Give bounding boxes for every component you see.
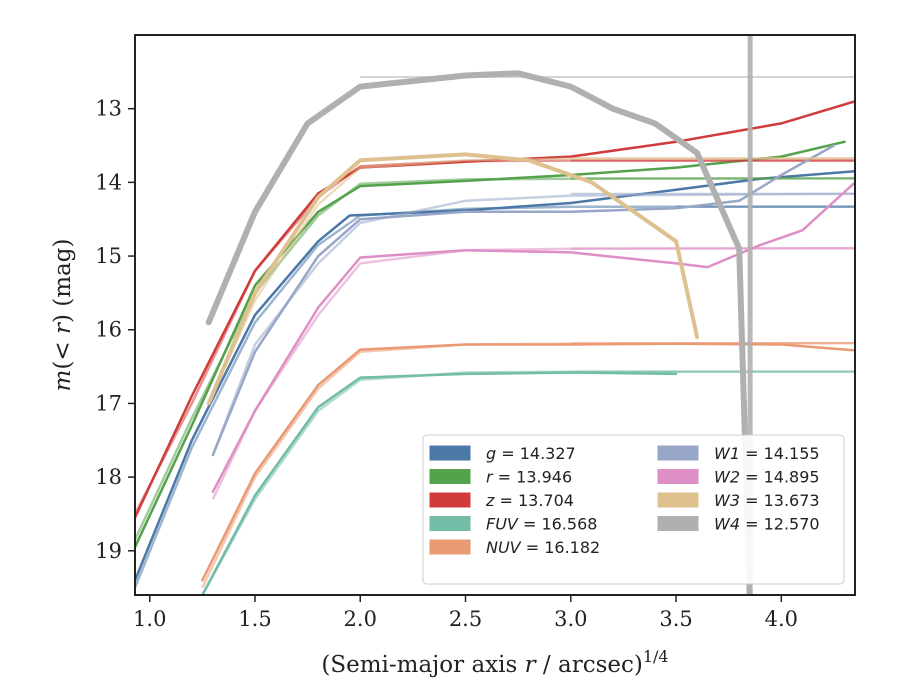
legend-swatch-w1 [657, 445, 699, 461]
x-tick-label: 3.5 [659, 607, 692, 631]
legend: g = 14.327 r = 13.946 z = 13.704 FUV = 16.5… [422, 434, 845, 585]
x-axis-ticks: 1.0 1.5 2.0 2.5 3.0 3.5 4.0 [133, 595, 798, 631]
legend-box [422, 434, 845, 585]
y-tick-label: 16 [95, 318, 122, 342]
x-axis-label: (Semi-major axis r / arcsec)1/4 [321, 647, 668, 678]
x-tick-label: 1.5 [238, 607, 271, 631]
legend-label-w2: W2 = 14.895 [714, 468, 820, 487]
legend-swatch-fuv [429, 516, 471, 531]
legend-swatch-w4 [657, 516, 699, 531]
plot-frame [134, 34, 856, 596]
profile-curve-w3 [206, 152, 700, 406]
profile-curve-fuv [201, 371, 678, 595]
legend-label-r: r = 13.946 [486, 468, 572, 487]
w4-vertical-band [747, 35, 753, 595]
legend-label-w3: W3 = 13.673 [714, 491, 820, 510]
model-curve-w3 [207, 157, 855, 404]
profile-curve-nuv [201, 342, 855, 582]
legend-swatch-w2 [657, 469, 699, 484]
model-curve-w1 [211, 192, 855, 456]
y-tick-label: 19 [95, 539, 122, 563]
y-tick-label: 15 [95, 244, 122, 268]
legend-swatch-r [429, 469, 471, 484]
legend-swatch-w3 [657, 492, 699, 508]
y-tick-label: 17 [95, 391, 122, 415]
legend-swatch-g [429, 445, 471, 461]
legend-swatch-z [429, 492, 471, 508]
profile-curve-w2 [211, 181, 855, 494]
profile-curve-w4 [205, 70, 753, 595]
legend-label-w4: W4 = 12.570 [714, 515, 820, 534]
legend-swatch-nuv [429, 539, 471, 555]
x-tick-label: 3.0 [554, 607, 587, 631]
legend-label-z: z = 13.704 [485, 491, 574, 510]
x-tick-label: 4.0 [765, 607, 798, 631]
y-axis-ticks: 13 14 15 16 17 18 19 [95, 97, 135, 563]
profile-curve-r [135, 140, 846, 549]
legend-entries: g = 14.327 r = 13.946 z = 13.704 FUV = 16.5… [429, 444, 820, 557]
y-tick-label: 14 [95, 170, 122, 194]
legend-label-w1: W1 = 14.155 [714, 444, 820, 463]
legend-label-g: g = 14.327 [486, 444, 576, 463]
x-tick-label: 2.0 [344, 607, 377, 631]
legend-label-fuv: FUV = 16.568 [486, 515, 597, 534]
x-tick-label: 2.5 [449, 607, 482, 631]
series-layer [135, 35, 855, 595]
y-tick-label: 13 [95, 97, 122, 121]
profile-curve-w1 [211, 144, 836, 457]
y-axis-label: m(< r) (mag) [50, 239, 76, 392]
x-tick-label: 1.0 [133, 607, 166, 631]
y-tick-label: 18 [95, 465, 122, 489]
legend-label-nuv: NUV = 16.182 [486, 538, 600, 557]
